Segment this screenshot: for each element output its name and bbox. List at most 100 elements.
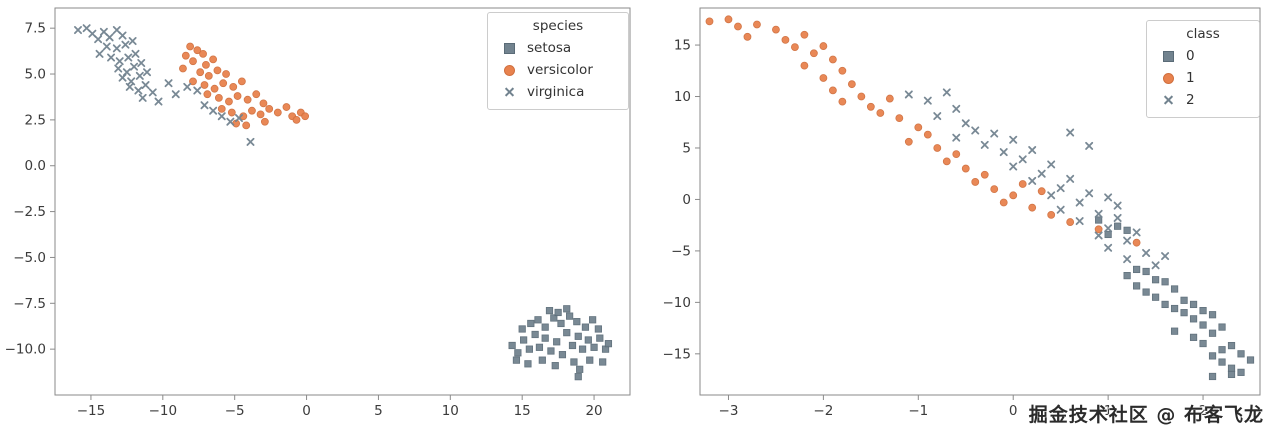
scatter-point: [545, 307, 554, 315]
scatter-point: [819, 42, 828, 50]
scatter-point: [196, 68, 205, 77]
scatter-point: [237, 77, 246, 86]
scatter-point: [229, 82, 238, 91]
scatter-point: [233, 92, 242, 100]
scatter-point: [914, 123, 923, 132]
scatter-point: [553, 338, 561, 346]
scatter-point: [781, 36, 790, 44]
scatter-point: [95, 49, 104, 58]
scatter-point: [576, 365, 584, 373]
circle-marker-icon: [504, 64, 515, 76]
scatter-point: [857, 92, 866, 101]
scatter-point: [524, 360, 532, 368]
scatter-point: [847, 80, 856, 89]
scatter-point: [1142, 267, 1150, 276]
y-tick-label: −10: [663, 295, 692, 311]
axes-spines: [699, 7, 1261, 396]
scatter-point: [273, 108, 282, 117]
scatter-point: [1094, 231, 1103, 240]
scatter-point: [800, 61, 809, 70]
scatter-point: [1132, 228, 1141, 237]
scatter-point: [1208, 352, 1217, 360]
scatter-point: [1113, 213, 1122, 222]
scatter-point: [599, 358, 607, 366]
scatter-point: [1151, 276, 1160, 284]
scatter-point: [952, 150, 961, 159]
scatter-point: [121, 40, 130, 49]
x-tick-label: 10: [442, 403, 459, 419]
scatter-point: [514, 349, 522, 357]
scatter-point: [171, 90, 180, 99]
scatter-point: [819, 74, 828, 82]
scatter-point: [292, 115, 301, 124]
scatter-point: [246, 137, 255, 146]
x-tick-label: 0: [302, 403, 311, 419]
scatter-point: [265, 104, 274, 113]
scatter-point: [154, 97, 163, 106]
scatter-point: [1170, 304, 1179, 313]
x-tick-label: 2: [1199, 403, 1208, 419]
scatter-point: [1047, 160, 1056, 169]
scatter-point: [574, 332, 582, 340]
scatter-point: [554, 308, 562, 317]
scatter-point: [1095, 216, 1103, 224]
scatter-point: [102, 42, 111, 51]
scatter-point: [980, 140, 989, 149]
scatter-point: [1104, 224, 1113, 233]
scatter-point: [885, 94, 894, 103]
scatter-point: [225, 97, 233, 106]
scatter-point: [227, 108, 236, 117]
x-tick-label: −15: [77, 403, 106, 419]
scatter-point: [508, 341, 516, 350]
scatter-point: [189, 77, 197, 86]
scatter-point: [1246, 356, 1255, 364]
scatter-point: [923, 96, 932, 105]
legend-entry: setosa: [496, 37, 620, 59]
scatter-point: [904, 90, 913, 99]
scatter-point: [933, 112, 942, 121]
scatter-point: [235, 114, 243, 123]
scatter-point: [990, 185, 999, 194]
scatter-point: [566, 312, 574, 320]
scatter-point: [1199, 321, 1207, 329]
scatter-point: [1028, 203, 1037, 212]
legend-title: class: [1186, 26, 1220, 42]
scatter-point: [199, 49, 207, 58]
scatter-point: [1009, 162, 1018, 171]
scatter-point: [538, 356, 546, 364]
scatter-point: [1018, 155, 1027, 164]
scatter-point: [181, 51, 190, 60]
scatter-point: [125, 82, 134, 91]
scatter-point: [118, 31, 127, 40]
scatter-point: [193, 46, 202, 55]
scatter-point: [961, 164, 970, 173]
scatter-point: [1180, 296, 1188, 304]
scatter-point: [809, 49, 818, 58]
scatter-point: [596, 334, 604, 342]
scatter-point: [1208, 372, 1217, 381]
scatter-point: [1199, 339, 1207, 348]
x-marker-icon: [1163, 95, 1174, 106]
y-tick-label: −10.0: [5, 342, 46, 358]
scatter-point: [535, 343, 544, 351]
scatter-point: [193, 86, 202, 95]
scatter-point: [1227, 370, 1236, 379]
scatter-point: [550, 314, 558, 322]
scatter-point: [563, 329, 571, 337]
scatter-point: [141, 81, 150, 90]
scatter-point: [1066, 218, 1075, 226]
x-tick-label: −2: [813, 403, 833, 419]
scatter-point: [1151, 293, 1160, 301]
scatter-point: [1142, 248, 1151, 257]
scatter-point: [1161, 278, 1169, 286]
scatter-point: [1037, 169, 1046, 178]
scatter-point: [527, 319, 535, 328]
scatter-point: [525, 345, 533, 353]
y-tick-label: 5.0: [25, 67, 46, 83]
y-tick-label: −5: [671, 243, 691, 259]
scatter-point: [242, 121, 251, 130]
scatter-point: [189, 57, 197, 66]
scatter-point: [256, 110, 265, 119]
